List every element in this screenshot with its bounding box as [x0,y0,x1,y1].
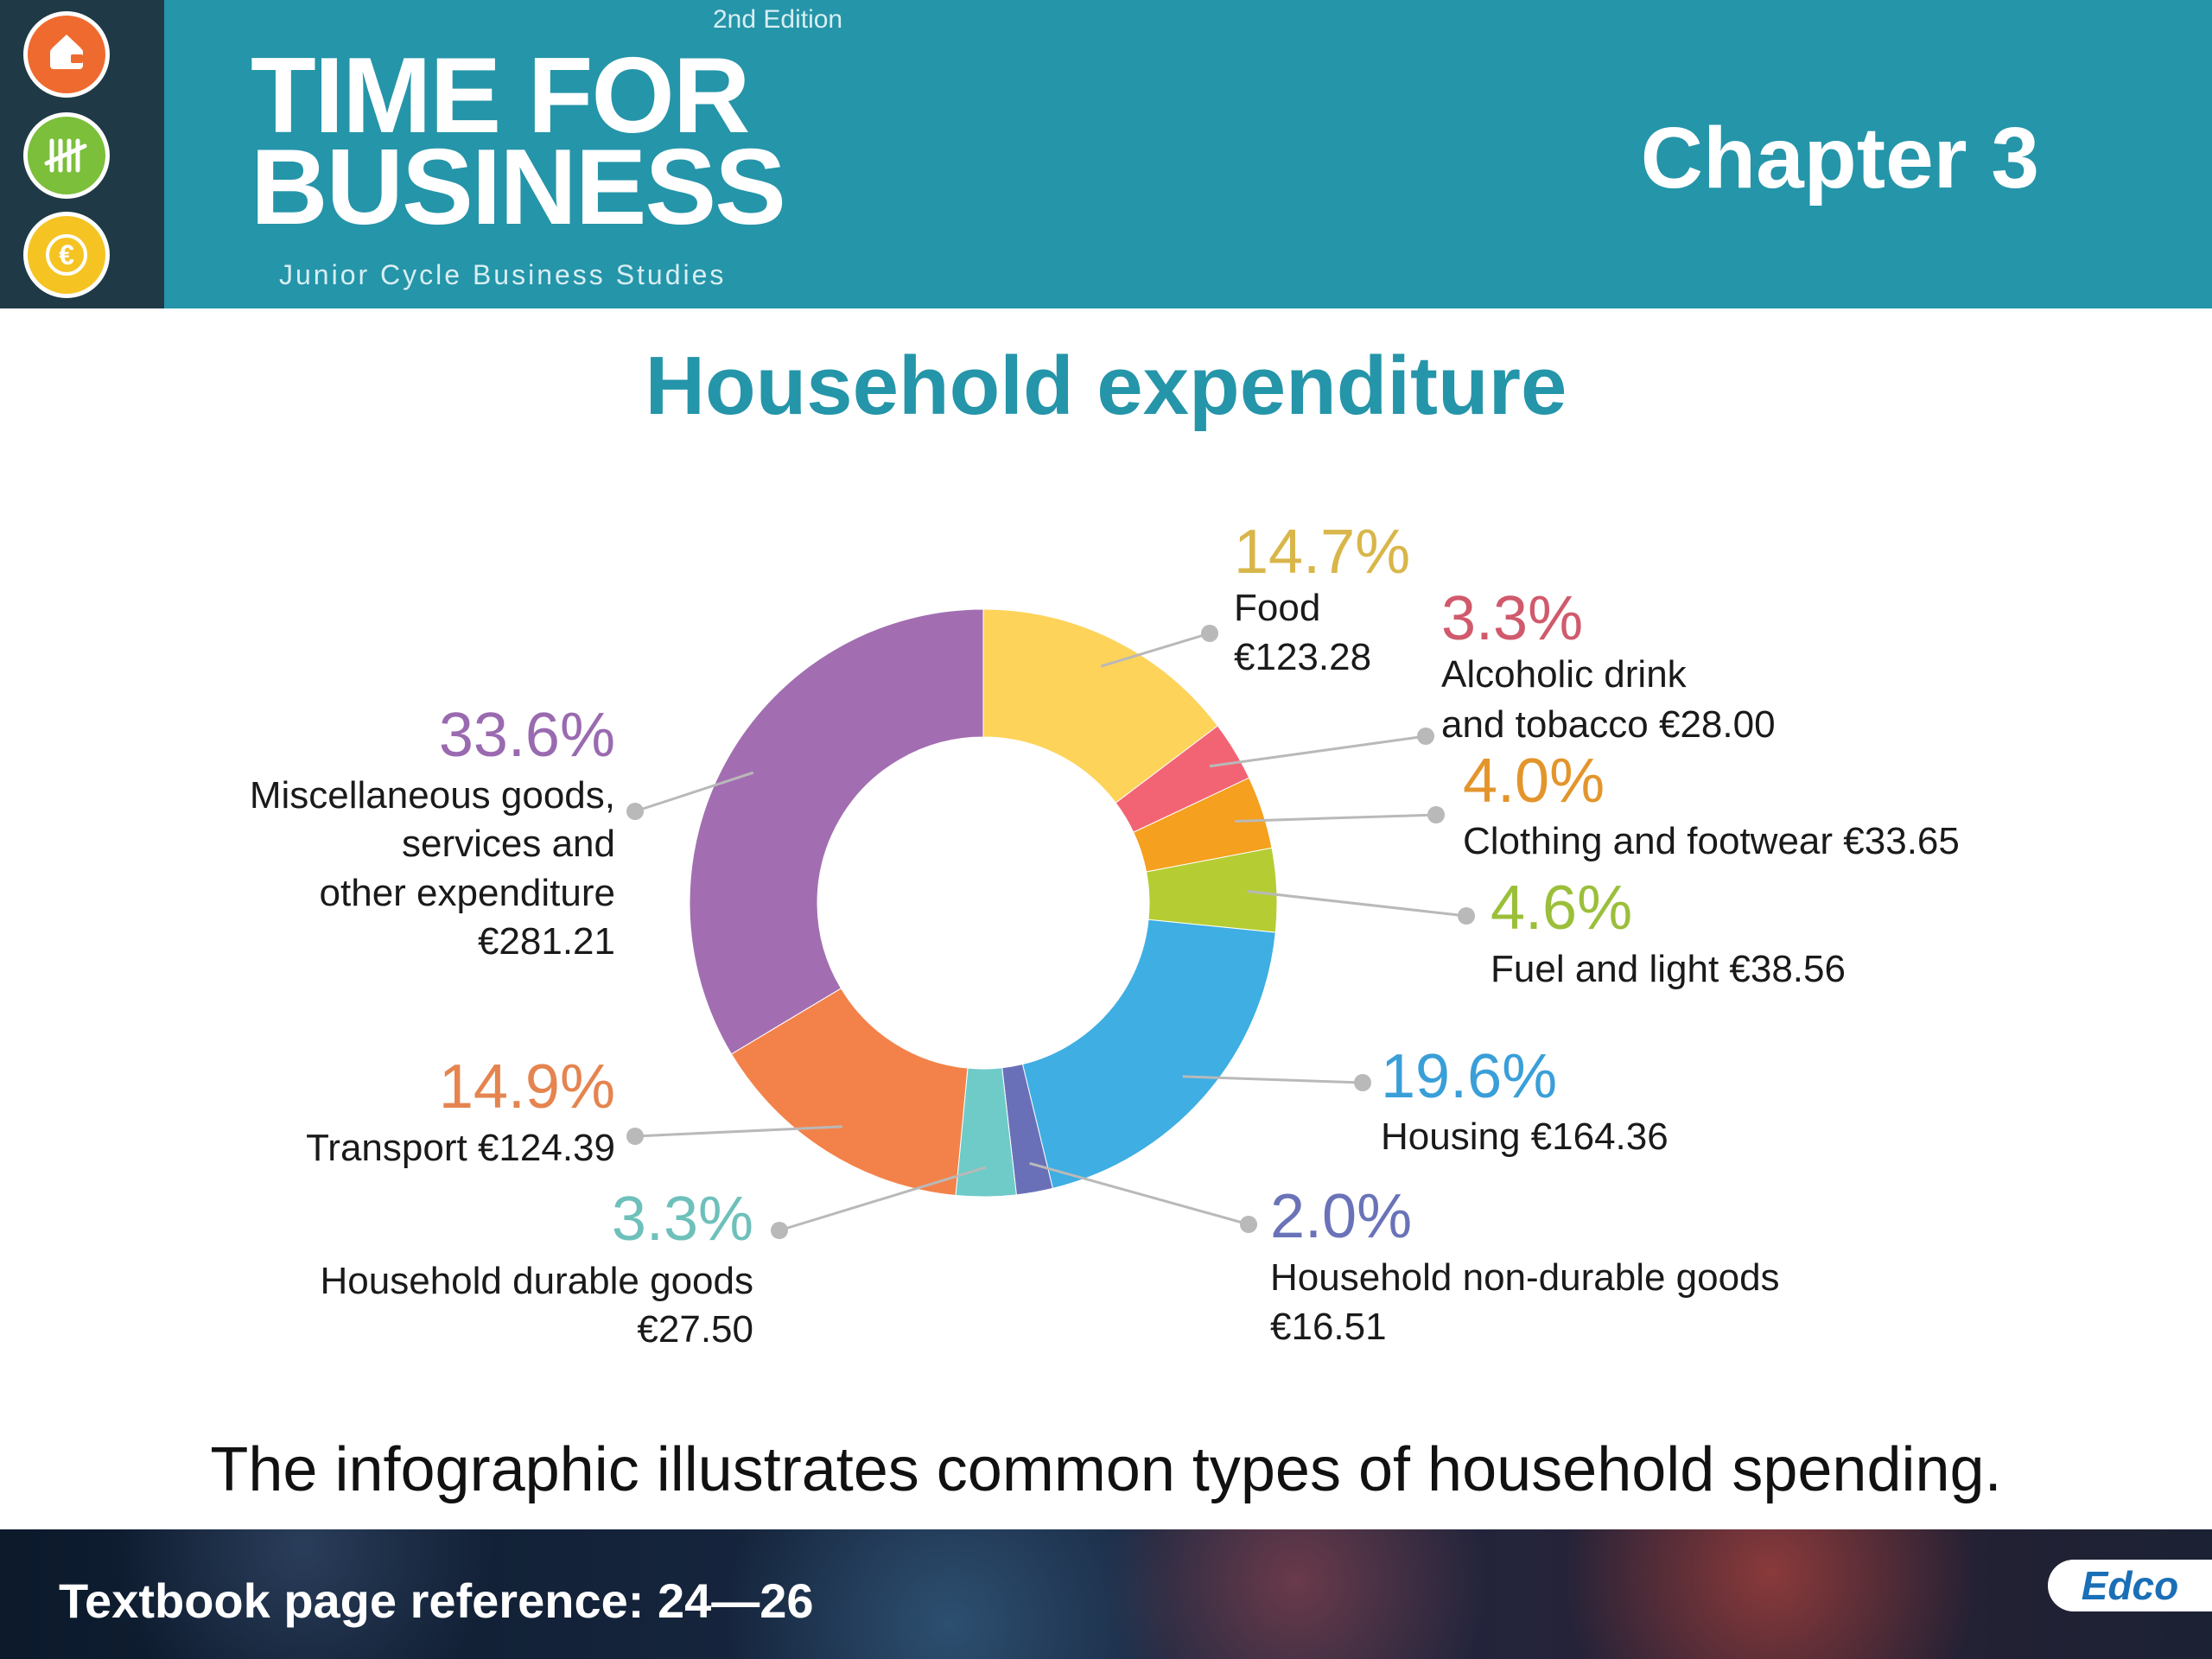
leader-dot [1240,1216,1257,1233]
publisher-logo: Edco [2048,1560,2212,1611]
brand-subtitle: Junior Cycle Business Studies [279,259,727,290]
brand-title-line2: BUSINESS [251,128,786,247]
donut-slice [689,608,984,1055]
slice-percent-label: 4.6% [1491,874,1632,943]
edition-label: 2nd Edition [713,5,843,34]
page-reference: Textbook page reference: 24—26 [59,1573,814,1628]
leader-dot [626,803,644,820]
leader-line [1234,813,1437,823]
euro-globe-icon: € [23,212,110,298]
slice-category-label: Alcoholic drink [1441,653,1688,696]
leader-line [1182,1075,1363,1084]
slice-category-label: Transport €124.39 [306,1127,615,1169]
leader-dot [626,1128,644,1145]
header-banner: € 2nd Edition TIME FOR BUSINESS Junior C… [0,0,2212,308]
icon-strip: € [0,0,164,308]
slice-percent-label: 33.6% [439,701,615,770]
leader-dot [771,1222,788,1239]
slice-percent-label: 3.3% [612,1185,753,1254]
donut-slice [1021,918,1276,1189]
donut-slice [982,608,1218,804]
slice-percent-label: 3.3% [1441,584,1583,653]
leader-dot [1417,728,1434,745]
leader-line [634,1125,842,1138]
slice-percent-label: 14.9% [439,1052,615,1122]
footer-bar: Textbook page reference: 24—26 Edco [0,1529,2212,1659]
slice-percent-label: 2.0% [1270,1182,1412,1251]
leader-dot [1427,806,1445,823]
donut-slice [730,988,969,1197]
leader-dot [1458,907,1475,925]
slice-category-label: Food [1234,587,1320,629]
slice-category-label: and tobacco €28.00 [1441,703,1776,746]
brand-title: TIME FOR BUSINESS [251,36,786,247]
leader-line [1029,1161,1249,1226]
leader-line [634,771,754,813]
slice-category-label: €123.28 [1234,636,1371,678]
leader-line [779,1166,987,1232]
slice-category-label: Household non-durable goods [1270,1256,1780,1299]
slice-category-label: €281.21 [478,920,615,963]
slice-category-label: Miscellaneous goods, [250,774,615,817]
slice-category-label: other expenditure [320,872,615,914]
leader-line [1100,632,1211,668]
wallet-icon [23,11,110,98]
slice-percent-label: 19.6% [1381,1042,1557,1111]
slide-caption: The infographic illustrates common types… [210,1435,2002,1504]
leader-line [1209,734,1427,768]
slice-category-label: Housing €164.36 [1381,1116,1669,1158]
slice-category-label: €16.51 [1270,1306,1387,1348]
leader-dot [1201,625,1218,642]
slice-percent-label: 14.7% [1234,518,1410,587]
leader-line [1247,890,1467,918]
leader-dot [1354,1074,1371,1091]
tally-chart-icon [23,112,110,199]
slice-percent-label: 4.0% [1463,747,1605,816]
slide-title: Household expenditure [645,340,1567,432]
svg-text:€: € [59,239,74,270]
chapter-label: Chapter 3 [1640,110,2039,207]
brand-title-line1: TIME FOR [251,36,750,156]
slice-category-label: Fuel and light €38.56 [1491,948,1846,990]
slice-category-label: €27.50 [637,1308,753,1351]
slice-category-label: Household durable goods [321,1260,754,1302]
slice-category-label: Clothing and footwear €33.65 [1463,820,1960,862]
slice-category-label: services and [402,823,615,865]
